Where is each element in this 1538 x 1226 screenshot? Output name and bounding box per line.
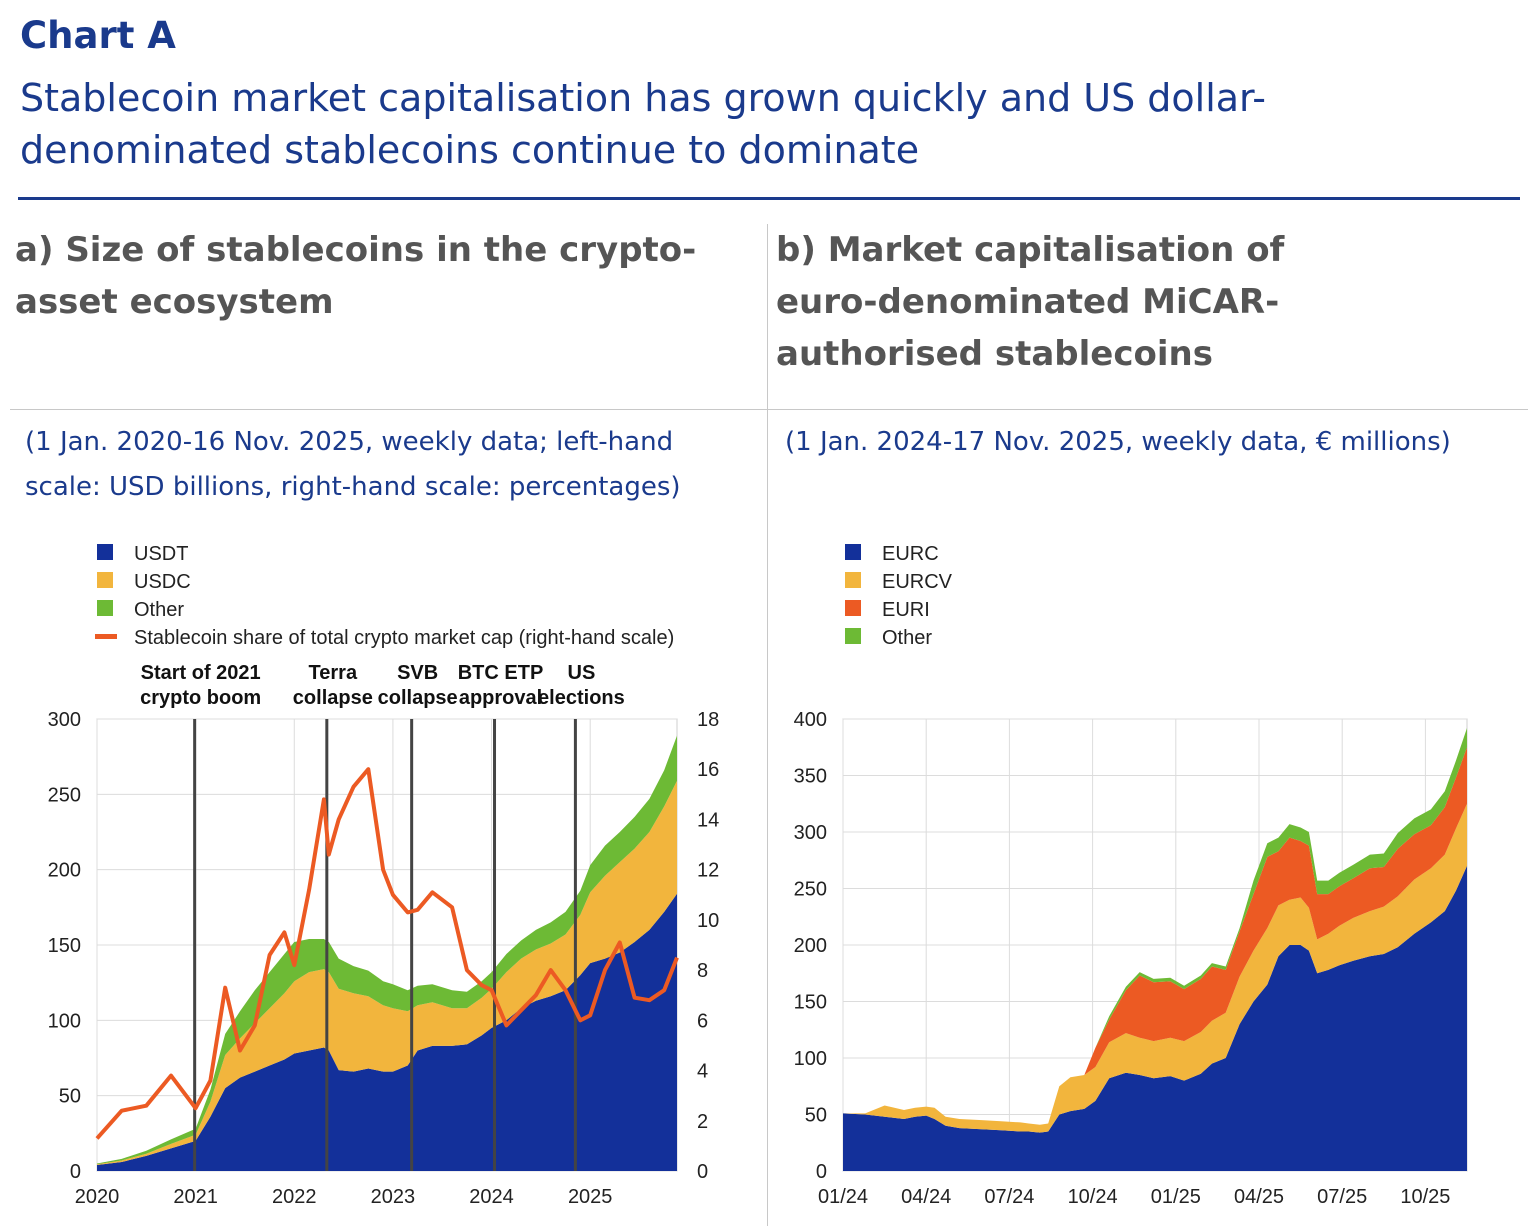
y2-tick-label: 10 xyxy=(697,910,719,932)
legend-label: Other xyxy=(134,599,184,621)
y-tick-label: 50 xyxy=(59,1086,81,1108)
x-tick-label: 2023 xyxy=(371,1186,416,1208)
chart-title: Stablecoin market capitalisation has gro… xyxy=(20,76,1266,172)
x-tick-label: 2020 xyxy=(75,1186,120,1208)
y-tick-label: 0 xyxy=(816,1161,827,1183)
legend-swatch xyxy=(97,600,113,616)
panel-b-note: (1 Jan. 2024-17 Nov. 2025, weekly data, … xyxy=(785,427,1451,457)
legend-swatch xyxy=(97,544,113,560)
legend-label: EURC xyxy=(882,543,939,565)
y2-tick-label: 16 xyxy=(697,759,719,781)
x-tick-label: 07/24 xyxy=(984,1186,1034,1208)
y2-tick-label: 12 xyxy=(697,860,719,882)
panel-divider-vertical xyxy=(767,224,768,1226)
chart-label: Chart A xyxy=(20,14,176,57)
legend-label: Stablecoin share of total crypto market … xyxy=(134,627,674,649)
x-tick-label: 10/24 xyxy=(1068,1186,1118,1208)
y2-tick-label: 0 xyxy=(697,1161,708,1183)
x-tick-label: 01/24 xyxy=(818,1186,868,1208)
y-tick-label: 150 xyxy=(48,935,81,957)
event-label: Terra xyxy=(309,662,358,684)
y-tick-label: 200 xyxy=(48,860,81,882)
event-label: crypto boom xyxy=(140,687,261,709)
area-usdt xyxy=(97,893,677,1171)
y-tick-label: 0 xyxy=(70,1161,81,1183)
y-tick-label: 300 xyxy=(48,709,81,731)
panel-a-note: (1 Jan. 2020-16 Nov. 2025, weekly data; … xyxy=(25,427,681,502)
area-eurc xyxy=(843,865,1467,1171)
y-tick-label: 100 xyxy=(48,1010,81,1032)
x-tick-label: 01/25 xyxy=(1151,1186,1201,1208)
x-tick-label: 07/25 xyxy=(1317,1186,1367,1208)
legend-swatch xyxy=(845,544,861,560)
legend-label: EURCV xyxy=(882,571,953,593)
x-tick-label: 2025 xyxy=(568,1186,613,1208)
y-tick-label: 50 xyxy=(805,1105,827,1127)
y-tick-label: 200 xyxy=(794,935,827,957)
x-tick-label: 2022 xyxy=(272,1186,317,1208)
y2-tick-label: 18 xyxy=(697,709,719,731)
legend-swatch xyxy=(845,600,861,616)
event-label: collapse xyxy=(378,687,458,709)
y2-tick-label: 8 xyxy=(697,960,708,982)
event-label: Start of 2021 xyxy=(141,662,261,684)
y-tick-label: 350 xyxy=(794,766,827,788)
y-tick-label: 150 xyxy=(794,992,827,1014)
y2-tick-label: 4 xyxy=(697,1061,708,1083)
legend-label: USDT xyxy=(134,543,188,565)
area-eurcv xyxy=(843,803,1467,1133)
legend-swatch xyxy=(97,572,113,588)
y-tick-label: 100 xyxy=(794,1048,827,1070)
event-label: approval xyxy=(459,687,542,709)
title-divider xyxy=(18,197,1520,200)
panel-a-title: a) Size of stablecoins in the crypto-ass… xyxy=(15,230,697,322)
x-tick-label: 2024 xyxy=(469,1186,514,1208)
line-stablecoin-share xyxy=(95,767,679,1140)
panel-b-title: b) Market capitalisation of euro-denomin… xyxy=(776,230,1285,374)
x-tick-label: 10/25 xyxy=(1400,1186,1450,1208)
y-tick-label: 300 xyxy=(794,822,827,844)
chart-b-svg: 0 50 100 150 200 250 300 350 400 01/24 04/24 07/24 1… xyxy=(794,543,1468,1208)
event-label: collapse xyxy=(293,687,373,709)
y2-tick-label: 14 xyxy=(697,809,719,831)
legend-label: EURI xyxy=(882,599,930,621)
event-label: elections xyxy=(538,687,625,709)
legend-swatch xyxy=(845,572,861,588)
y-tick-label: 400 xyxy=(794,709,827,731)
panel-divider-horizontal xyxy=(10,409,1528,410)
legend-label: USDC xyxy=(134,571,191,593)
y-tick-label: 250 xyxy=(794,879,827,901)
y2-tick-label: 2 xyxy=(697,1111,708,1133)
event-label: US xyxy=(568,662,596,684)
x-tick-label: 04/24 xyxy=(901,1186,951,1208)
legend-line-marker xyxy=(95,634,117,639)
y-tick-label: 250 xyxy=(48,784,81,806)
area-usdc xyxy=(97,780,677,1165)
legend-label: Other xyxy=(882,627,932,649)
x-tick-label: 2021 xyxy=(173,1186,218,1208)
event-label: SVB xyxy=(397,662,438,684)
y2-tick-label: 6 xyxy=(697,1010,708,1032)
event-label: BTC ETP xyxy=(458,662,544,684)
legend-swatch xyxy=(845,628,861,644)
x-tick-label: 04/25 xyxy=(1234,1186,1284,1208)
